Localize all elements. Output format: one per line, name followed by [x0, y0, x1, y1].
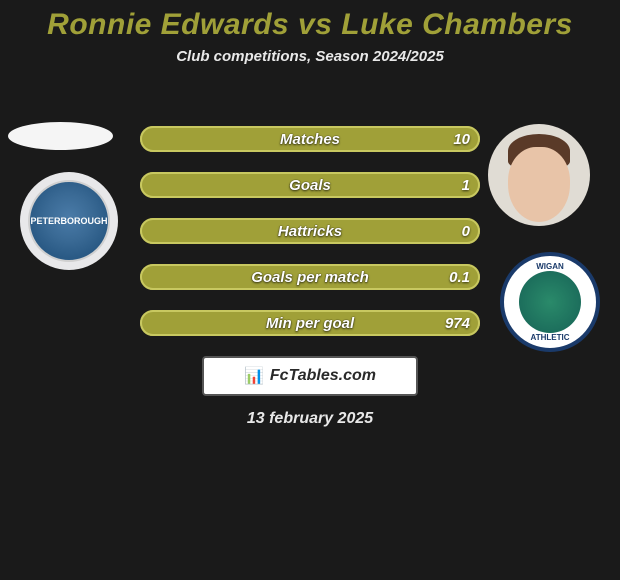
club-right-label-top: WIGAN: [536, 262, 564, 271]
watermark: 📊 FcTables.com: [202, 356, 418, 396]
club-right-label-bottom: ATHLETIC: [531, 333, 570, 342]
subtitle: Club competitions, Season 2024/2025: [0, 48, 620, 65]
player-left-avatar: [8, 122, 113, 150]
stat-bar-row: Goals per match0.1: [140, 264, 480, 290]
date-label: 13 february 2025: [0, 410, 620, 428]
bar-label: Min per goal: [140, 315, 480, 332]
stat-bar-row: Matches10: [140, 126, 480, 152]
stat-bar-row: Goals1: [140, 172, 480, 198]
bar-label: Goals: [140, 177, 480, 194]
avatar-hair: [508, 134, 570, 168]
bar-label: Goals per match: [140, 269, 480, 286]
page-title: Ronnie Edwards vs Luke Chambers: [0, 8, 620, 42]
stat-bars: Matches10Goals1Hattricks0Goals per match…: [140, 126, 480, 356]
stat-bar-row: Hattricks0: [140, 218, 480, 244]
stat-bar-row: Min per goal974: [140, 310, 480, 336]
watermark-text: FcTables.com: [270, 367, 376, 385]
bar-value-right: 0.1: [449, 269, 470, 286]
club-right-crest: [519, 271, 581, 333]
bar-value-right: 974: [445, 315, 470, 332]
club-left-badge: PETERBOROUGH: [20, 172, 118, 270]
bar-value-right: 0: [462, 223, 470, 240]
bar-label: Matches: [140, 131, 480, 148]
avatar-face: [508, 147, 570, 222]
comparison-infographic: Ronnie Edwards vs Luke Chambers Club com…: [0, 0, 620, 580]
chart-icon: 📊: [244, 366, 264, 386]
bar-value-right: 10: [453, 131, 470, 148]
player-right-avatar: [488, 124, 590, 226]
club-left-label: PETERBOROUGH: [30, 216, 107, 226]
club-right-badge: WIGAN ATHLETIC: [500, 252, 600, 352]
bar-label: Hattricks: [140, 223, 480, 240]
club-left-crest: PETERBOROUGH: [28, 180, 110, 262]
bar-value-right: 1: [462, 177, 470, 194]
